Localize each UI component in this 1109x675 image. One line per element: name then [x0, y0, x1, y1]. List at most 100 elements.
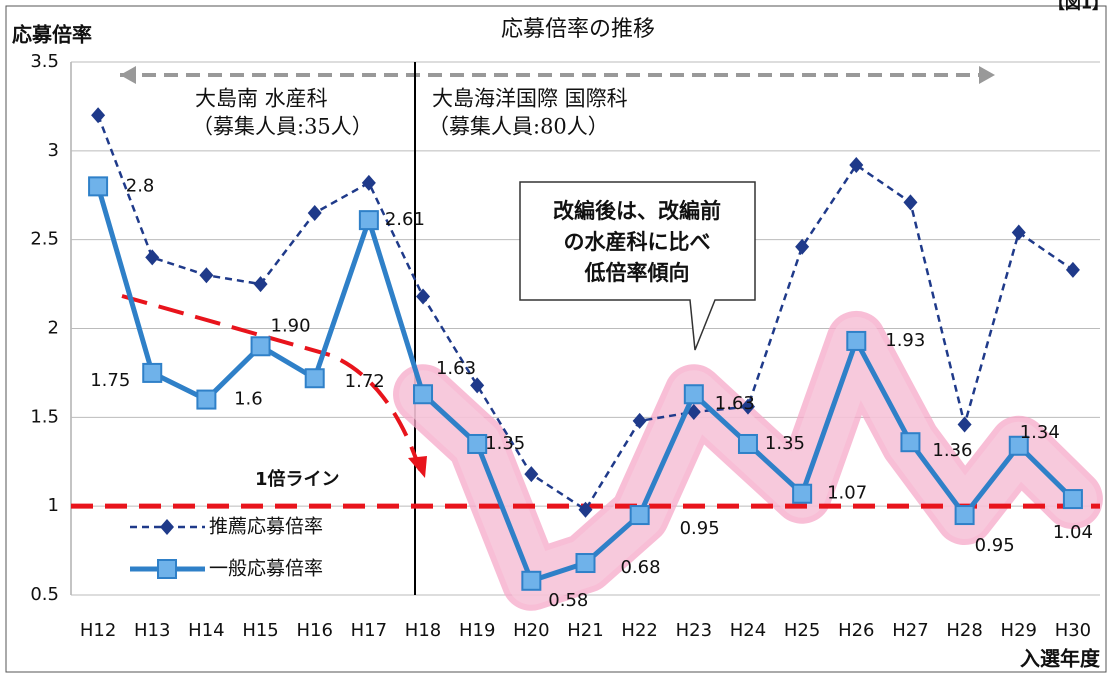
data-point: [795, 238, 810, 255]
data-label: 0.95: [680, 518, 720, 539]
x-tick-label: H28: [946, 620, 982, 641]
x-tick-label: H29: [1001, 620, 1037, 641]
x-tick-label: H24: [730, 620, 766, 641]
data-point: [737, 433, 758, 454]
x-tick-label: H23: [676, 620, 712, 641]
y-axis-label: 応募倍率: [12, 23, 92, 47]
data-point: [416, 288, 431, 305]
data-point: [470, 377, 485, 394]
frame: [5, 5, 1107, 673]
data-label: 1.36: [932, 440, 972, 461]
data-point: [413, 384, 434, 405]
data-point: [253, 276, 268, 293]
legend-label: 推薦応募倍率: [209, 516, 323, 538]
data-point: [903, 194, 918, 211]
data-point: [900, 432, 921, 453]
x-tick-label: H13: [134, 620, 170, 641]
y-tick-label: 2: [48, 318, 59, 339]
data-point: [361, 174, 376, 191]
x-tick-label: H30: [1055, 620, 1091, 641]
data-label: 0.95: [975, 535, 1015, 556]
x-tick-label: H22: [621, 620, 657, 641]
callout-box: [519, 181, 756, 351]
reference-label: 1倍ライン: [255, 468, 340, 490]
data-label: 1.34: [1020, 422, 1060, 443]
data-point: [145, 249, 160, 266]
data-label: 1.63: [715, 393, 755, 414]
arrow-head: [120, 66, 136, 84]
data-label: 1.75: [90, 370, 130, 391]
data-point: [142, 362, 163, 383]
data-point: [957, 416, 972, 433]
data-label: 1.63: [436, 358, 476, 379]
data-point: [629, 505, 650, 526]
data-point: [1062, 489, 1083, 510]
legend-marker: [160, 519, 174, 535]
x-tick-label: H15: [242, 620, 278, 641]
data-point: [1011, 224, 1026, 241]
callout-text: の水産科に比べ: [564, 230, 711, 254]
period-label: （募集人員:35人）: [192, 115, 373, 139]
data-point: [683, 384, 704, 405]
data-point: [792, 483, 813, 504]
data-point: [632, 412, 647, 429]
data-label: 1.90: [271, 315, 311, 336]
data-point: [740, 398, 755, 415]
legend-marker: [157, 559, 177, 579]
period-label: （募集人員:80人）: [428, 115, 609, 139]
x-tick-label: H25: [784, 620, 820, 641]
data-point: [307, 205, 322, 222]
data-point: [91, 107, 106, 124]
data-label: 1.93: [885, 330, 925, 351]
data-label: 1.35: [485, 433, 525, 454]
x-tick-label: H12: [80, 620, 116, 641]
x-tick-label: H18: [405, 620, 441, 641]
x-tick-label: H27: [892, 620, 928, 641]
data-point: [954, 505, 975, 526]
period-label: 大島海洋国際 国際科: [432, 87, 628, 111]
arrow-head: [408, 456, 427, 478]
y-tick-label: 2.5: [30, 229, 59, 250]
data-point: [1008, 435, 1029, 456]
trend-arrow: [121, 294, 422, 471]
data-label: 1.04: [1053, 522, 1093, 543]
x-tick-label: H16: [296, 620, 332, 641]
data-point: [88, 176, 109, 197]
data-point: [250, 336, 271, 357]
y-tick-label: 1: [48, 495, 59, 516]
x-tick-label: H14: [188, 620, 224, 641]
data-label: 2.61: [385, 209, 425, 230]
x-tick-label: H20: [513, 620, 549, 641]
data-label: 1.35: [765, 433, 805, 454]
data-label: 1.07: [827, 483, 867, 504]
callout-text: 低倍率傾向: [584, 261, 690, 285]
data-point: [358, 210, 379, 231]
x-tick-label: H19: [459, 620, 495, 641]
data-label: 0.58: [548, 590, 588, 611]
period-label: 大島南 水産科: [195, 87, 328, 111]
y-tick-label: 0.5: [30, 584, 59, 605]
y-tick-label: 3: [48, 140, 59, 161]
data-point: [304, 368, 325, 389]
arrow-head: [979, 66, 995, 84]
x-axis-label: 入選年度: [1020, 647, 1101, 671]
data-point: [196, 389, 217, 410]
chart-title: 応募倍率の推移: [501, 17, 655, 42]
data-point: [1065, 261, 1080, 278]
corner-label: 【図1】: [1049, 0, 1108, 13]
data-point: [849, 157, 864, 174]
x-tick-label: H17: [351, 620, 387, 641]
x-tick-label: H21: [567, 620, 603, 641]
y-tick-label: 1.5: [30, 406, 59, 427]
x-tick-label: H26: [838, 620, 874, 641]
data-label: 0.68: [620, 557, 660, 578]
legend-label: 一般応募倍率: [209, 558, 323, 580]
y-tick-label: 3.5: [30, 51, 59, 72]
plot: 1倍ライン 2.8 1.75 1.6 1.90 1.72 2.61 1.63 1.35 0.58 0…: [71, 107, 1103, 611]
data-label: 1.72: [345, 371, 385, 392]
callout-text: 改編後は、改編前: [553, 199, 721, 223]
data-point: [524, 466, 539, 483]
data-point: [578, 501, 593, 518]
data-label: 1.6: [234, 389, 263, 410]
